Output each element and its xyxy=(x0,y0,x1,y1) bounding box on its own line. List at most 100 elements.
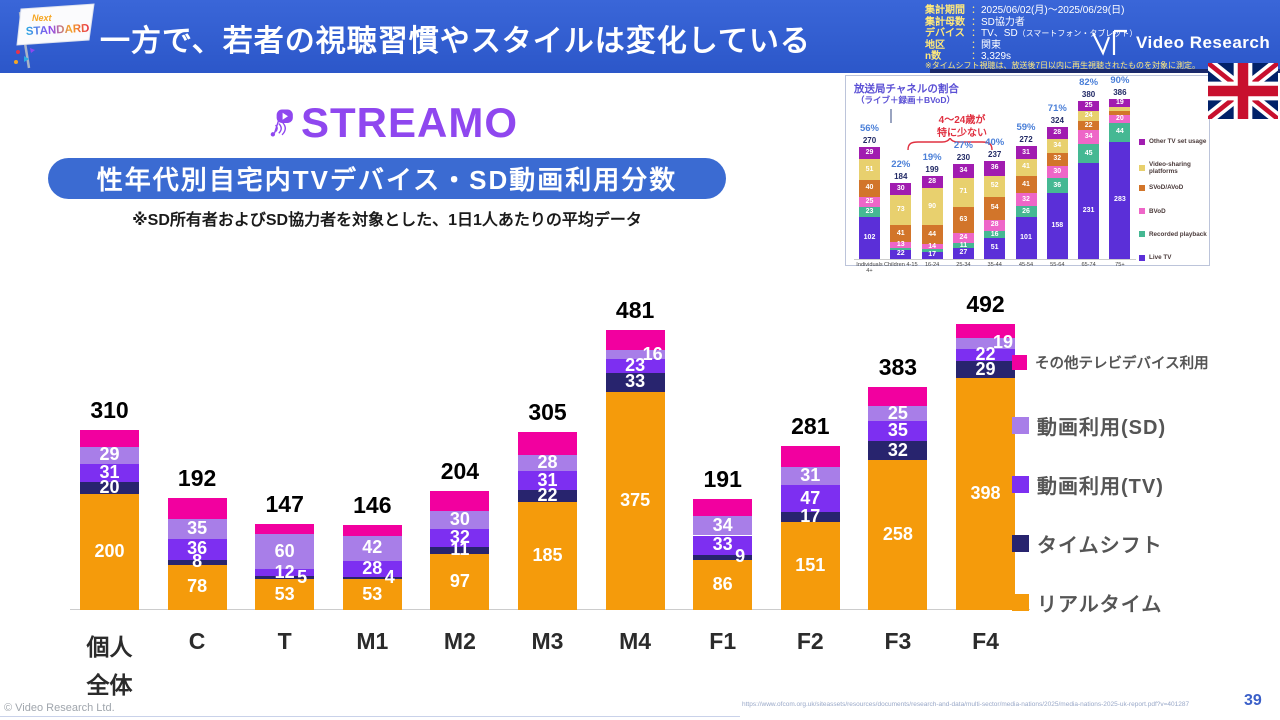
inset-bar-segment xyxy=(1046,152,1068,167)
segment-value-label: 22 xyxy=(537,484,558,505)
inset-segment-label: 29 xyxy=(865,148,874,156)
inset-segment-label: 28 xyxy=(1053,128,1062,136)
bar-total-label: 481 xyxy=(615,297,655,324)
inset-segment-label: 26 xyxy=(1022,207,1030,215)
page-number: 39 xyxy=(1244,692,1262,709)
bar-segment xyxy=(342,576,402,580)
inset-segment-label: 51 xyxy=(865,165,874,173)
segment-value-label: 11 xyxy=(450,539,470,560)
inset-percent-label: 56% xyxy=(859,122,879,134)
bar-segment xyxy=(868,441,928,460)
inset-segment-label: 44 xyxy=(928,230,936,238)
segment-value-label: 17 xyxy=(800,506,821,527)
meta-n: n数 ：3,329s xyxy=(925,51,1012,62)
inset-total-label: 199 xyxy=(925,165,939,175)
meta-base: 集計母数 ：SD協力者 xyxy=(925,16,1025,28)
segment-value-label: 4 xyxy=(384,566,395,587)
bar-segment xyxy=(693,498,753,516)
bar-segment xyxy=(518,489,577,503)
inset-total-label: 380 xyxy=(1081,89,1096,99)
legend-swatch xyxy=(1012,535,1029,552)
inset-bar-segment xyxy=(859,180,880,197)
inset-segment-label: 23 xyxy=(865,207,874,215)
inset-annotation-line2: 特に少ない xyxy=(937,128,987,139)
inset-category-label: 25-34 xyxy=(956,261,971,268)
inset-percent-label: 59% xyxy=(1016,122,1036,134)
segment-value-label: 151 xyxy=(795,555,826,576)
inset-segment-label: 22 xyxy=(896,250,905,258)
bar-segment xyxy=(80,481,139,494)
segment-value-label: 5 xyxy=(297,566,308,587)
segment-value-label: 42 xyxy=(362,537,383,558)
bar-segment xyxy=(342,579,402,610)
bar-segment xyxy=(868,387,928,407)
category-label: M3 xyxy=(531,628,564,654)
segment-value-label: 28 xyxy=(362,557,383,578)
bar-total-label: 191 xyxy=(703,465,742,492)
legend-swatch xyxy=(1012,476,1029,493)
inset-bar-segment xyxy=(984,219,1006,232)
inset-title-pointer-line xyxy=(890,109,892,123)
video-research-wordmark: Video Research xyxy=(1136,33,1271,52)
inset-segment-label: 30 xyxy=(896,184,905,192)
inset-segment-label: 158 xyxy=(1051,222,1064,230)
inset-legend-label: Recorded playback xyxy=(1149,230,1207,238)
inset-segment-label: 44 xyxy=(1115,128,1124,136)
bar-segment xyxy=(518,502,577,610)
inset-bar-segment xyxy=(921,188,943,226)
inset-percent-label: 71% xyxy=(1047,103,1067,115)
inset-percent-label: 27% xyxy=(953,139,973,151)
inset-legend-swatch xyxy=(1139,254,1145,261)
inset-percent-label: 19% xyxy=(922,152,942,164)
segment-value-label: 34 xyxy=(712,514,733,535)
inset-legend-item: SVoD/AVoD xyxy=(1139,184,1183,191)
category-label: 全体 xyxy=(86,672,133,698)
legend-label: 動画利用(SD) xyxy=(1037,417,1167,439)
inset-bar-segment xyxy=(890,182,912,196)
inset-bar-segment xyxy=(859,158,880,181)
inset-bar-segment xyxy=(1046,178,1068,194)
bar-segment xyxy=(605,372,665,392)
segment-value-label: 31 xyxy=(99,461,120,482)
inset-bar-segment xyxy=(1078,144,1100,164)
bar-segment xyxy=(167,559,227,565)
inset-bar-segment xyxy=(1015,176,1037,193)
bar-segment xyxy=(167,564,227,610)
legend-label: その他テレビデバイス利用 xyxy=(1035,356,1209,372)
inset-percent-label: 40% xyxy=(985,136,1005,148)
legend-label: タイムシフト xyxy=(1037,535,1163,557)
segment-value-label: 29 xyxy=(99,444,120,465)
inset-legend-item: Recorded playback xyxy=(1139,231,1207,238)
inset-segment-label: 51 xyxy=(990,244,999,252)
inset-category-label: 16-24 xyxy=(924,261,940,268)
inset-segment-label: 32 xyxy=(1053,155,1062,163)
inset-legend-label: Other TV set usage xyxy=(1149,138,1207,145)
inset-bar-segment xyxy=(952,207,974,234)
inset-bar-segment xyxy=(952,233,974,244)
bar-segment xyxy=(780,446,840,467)
svg-text:Next: Next xyxy=(32,13,53,23)
inset-segment-label: 13 xyxy=(896,241,905,249)
inset-segment-label: 20 xyxy=(1115,115,1124,123)
inset-total-label: 272 xyxy=(1019,135,1033,145)
segment-value-label: 9 xyxy=(735,546,746,567)
bar-segment xyxy=(956,323,1015,338)
segment-value-label: 86 xyxy=(712,573,733,594)
bar-segment xyxy=(956,348,1015,362)
inset-bar-segment xyxy=(890,225,912,243)
inset-bar-segment xyxy=(984,160,1006,176)
inset-segment-label: 19 xyxy=(1115,98,1124,106)
legend-item: 動画利用(SD) xyxy=(1012,411,1166,440)
segment-value-label: 8 xyxy=(192,551,203,572)
category-label: F1 xyxy=(709,628,737,654)
bar-segment xyxy=(80,447,139,464)
inset-legend-label: Video-sharing platforms xyxy=(1149,161,1191,176)
inset-segment-label: 101 xyxy=(1020,234,1032,242)
segment-value-label: 35 xyxy=(187,517,208,538)
section-note: ※SD所有者およびSD協力者を対象とした、1日1人あたりの平均データ xyxy=(132,212,642,229)
segment-value-label: 53 xyxy=(274,583,295,604)
bar-segment xyxy=(80,463,139,482)
segment-value-label: 33 xyxy=(625,371,646,392)
inset-bar-segment xyxy=(921,251,943,259)
inset-chart-title: 放送局チャネルの割合 xyxy=(854,83,959,95)
